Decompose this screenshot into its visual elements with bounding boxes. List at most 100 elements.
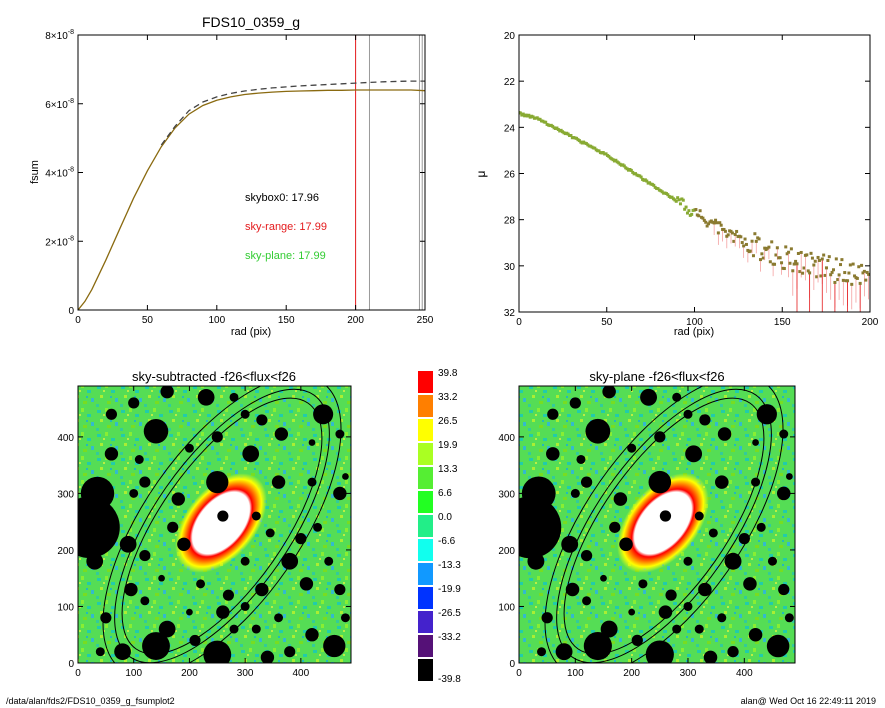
colorbar-swatch [418, 611, 433, 633]
star-mask [80, 476, 115, 511]
mu-point [848, 263, 852, 267]
sky-plane-y-ticks: 0 100 200 300 400 [498, 433, 795, 670]
sky-subtracted-masks [78, 386, 350, 663]
mu-point [798, 270, 802, 274]
star-mask [335, 429, 345, 439]
mu-point [773, 262, 777, 266]
mu-point [774, 253, 778, 257]
mu-point [732, 239, 736, 243]
sky-plane-x-tick-label: 100 [567, 668, 584, 679]
mu-point [837, 273, 841, 277]
star-mask [703, 650, 718, 663]
mu-point [698, 209, 702, 213]
mu-point [788, 261, 792, 265]
colorbar-label: -13.3 [438, 560, 461, 571]
star-mask [519, 496, 562, 559]
mu-point [784, 245, 788, 249]
mu-point [690, 212, 694, 216]
footer-user-date: alan@ Wed Oct 16 22:49:11 2019 [740, 696, 876, 706]
mu-point [809, 251, 813, 255]
star-mask [767, 556, 777, 566]
mu-point [760, 252, 764, 256]
mu-y-ticks: 20 22 24 26 28 30 32 [504, 31, 870, 319]
mu-point [687, 209, 691, 213]
star-mask [583, 631, 612, 661]
fsum-y-tick-label: 2×10-8 [45, 235, 74, 248]
outer-aperture [544, 386, 784, 663]
star-mask [778, 583, 790, 596]
star-mask [324, 556, 334, 566]
mu-point [718, 221, 722, 225]
mu-point [761, 256, 765, 260]
mu-point [677, 198, 681, 202]
sky-subtracted-y-tick-label: 400 [57, 433, 74, 444]
mu-point [739, 235, 743, 239]
mu-point [753, 232, 757, 236]
star-mask [167, 521, 179, 533]
galaxy-core [175, 473, 267, 573]
mu-point [817, 258, 821, 262]
mu-y-tick-label: 26 [504, 170, 516, 181]
mu-point [694, 208, 698, 212]
mu-point [796, 251, 800, 255]
mu-point [702, 218, 706, 222]
mu-point [676, 196, 680, 200]
mu-point [683, 207, 687, 211]
star-mask [776, 486, 791, 501]
star-mask [274, 613, 284, 623]
mu-point [857, 265, 861, 269]
colorbar-label: 13.3 [438, 464, 458, 475]
mu-point [824, 266, 828, 270]
mu-point [519, 111, 522, 115]
sky-plane-frame [518, 385, 796, 664]
sky-subtracted-y-tick-label: 200 [57, 546, 74, 557]
mu-point [847, 271, 851, 275]
mu-y-tick-label: 30 [504, 262, 516, 273]
star-mask [521, 476, 556, 511]
mu-point [862, 269, 866, 273]
star-mask [305, 628, 319, 642]
star-mask [139, 550, 151, 562]
mu-point [812, 263, 816, 267]
star-mask [645, 640, 674, 663]
star-mask [658, 605, 673, 619]
star-mask [600, 574, 607, 582]
star-mask [143, 418, 169, 444]
mu-point [778, 256, 782, 260]
colorbar-swatch [418, 395, 433, 417]
star-mask [748, 627, 763, 642]
mu-point [846, 279, 850, 283]
colorbar: 39.8 33.2 26.5 19.9 13.3 6.6 0.0 -6.6 -13.3 -19.9… [418, 368, 461, 685]
mu-point [839, 263, 843, 267]
mu-x-tick-label: 0 [516, 317, 522, 328]
star-mask [129, 488, 139, 498]
star-mask [184, 443, 194, 453]
colorbar-swatch [418, 563, 433, 585]
star-mask [104, 447, 119, 461]
star-mask [547, 408, 559, 420]
mu-point [544, 120, 548, 124]
mu-point [791, 269, 795, 273]
mu-point [712, 221, 716, 225]
fsum-x-tick-label: 200 [347, 315, 364, 326]
mu-point [834, 257, 838, 261]
mu-point [801, 271, 805, 275]
sky-subtracted-x-tick-label: 100 [125, 668, 142, 679]
star-mask [340, 613, 350, 623]
mu-point [614, 158, 618, 162]
mu-point [833, 280, 837, 284]
colorbar-label: -19.9 [438, 584, 461, 595]
mu-y-tick-label: 22 [504, 77, 516, 88]
star-mask [628, 608, 636, 616]
sky-subtracted-y-tick-label: 100 [57, 602, 74, 613]
mu-point [714, 218, 718, 222]
mu-point [751, 254, 755, 258]
star-mask [694, 624, 704, 634]
mu-x-tick-label: 150 [774, 317, 791, 328]
mu-point [716, 231, 720, 235]
mu-point [867, 272, 870, 276]
fsum-x-tick-label: 0 [75, 315, 81, 326]
colorbar-label: -39.8 [438, 674, 461, 685]
mu-point [836, 278, 840, 282]
colorbar-swatch [418, 371, 433, 393]
